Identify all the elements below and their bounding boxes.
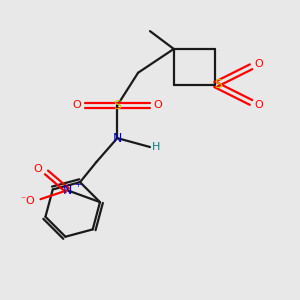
Text: S: S (113, 99, 121, 112)
Text: O: O (153, 100, 162, 110)
Text: +: + (74, 180, 81, 189)
Text: H: H (152, 142, 160, 152)
Text: O: O (254, 100, 263, 110)
Text: O: O (33, 164, 42, 174)
Text: N: N (63, 184, 72, 197)
Text: O: O (254, 59, 263, 69)
Text: N: N (112, 132, 122, 145)
Text: ⁻: ⁻ (20, 196, 25, 206)
Text: O: O (26, 196, 34, 206)
Text: O: O (73, 100, 82, 110)
Text: S: S (214, 78, 222, 91)
